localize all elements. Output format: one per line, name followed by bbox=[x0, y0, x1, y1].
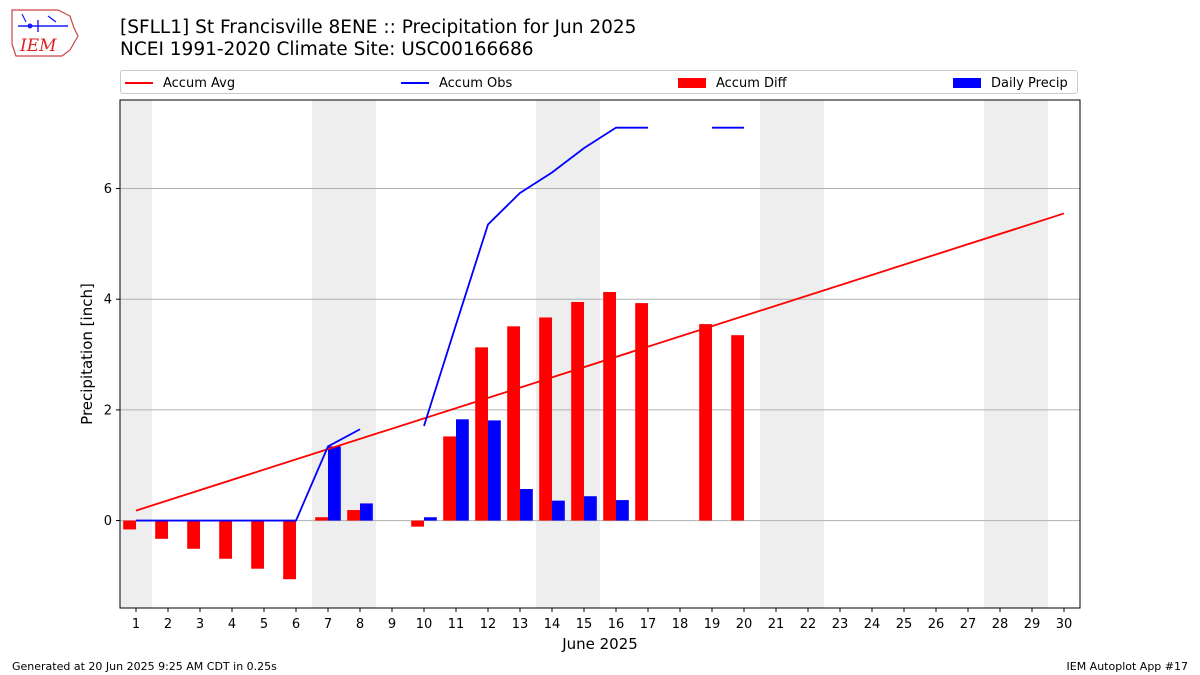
x-tick-label: 4 bbox=[228, 617, 236, 632]
weekend-band bbox=[792, 100, 824, 608]
x-tick-label: 12 bbox=[480, 617, 497, 632]
x-tick-label: 26 bbox=[928, 617, 945, 632]
x-tick-label: 22 bbox=[800, 617, 817, 632]
y-tick-label: 2 bbox=[104, 403, 112, 418]
legend-item-accum-avg: Accum Avg bbox=[125, 74, 235, 92]
svg-text:IEM: IEM bbox=[19, 36, 57, 56]
x-tick-label: 28 bbox=[992, 617, 1009, 632]
y-tick-label: 0 bbox=[104, 514, 112, 529]
x-tick-label: 10 bbox=[416, 617, 433, 632]
bar-daily-precip bbox=[616, 500, 629, 521]
x-tick-label: 21 bbox=[768, 617, 785, 632]
x-tick-label: 8 bbox=[356, 617, 364, 632]
x-tick-label: 14 bbox=[544, 617, 561, 632]
x-tick-label: 6 bbox=[292, 617, 300, 632]
legend-swatch-accum-avg bbox=[125, 82, 153, 84]
legend-swatch-daily-precip bbox=[953, 78, 981, 88]
legend-label: Accum Avg bbox=[163, 75, 236, 91]
weekend-band bbox=[312, 100, 344, 608]
plot-frame bbox=[119, 99, 1081, 609]
bar-accum-diff bbox=[475, 347, 488, 521]
bar-accum-diff bbox=[251, 520, 264, 569]
weekend-band bbox=[120, 100, 152, 608]
bar-accum-diff bbox=[123, 520, 136, 530]
x-tick-label: 9 bbox=[388, 617, 396, 632]
legend: Accum Avg Accum Obs Accum Diff Daily Pre… bbox=[120, 70, 1078, 94]
bar-accum-diff bbox=[603, 292, 616, 521]
bar-accum-diff bbox=[635, 303, 648, 521]
weekend-band bbox=[1016, 100, 1048, 608]
bar-daily-precip bbox=[456, 419, 469, 521]
legend-swatch-accum-obs bbox=[401, 82, 429, 84]
x-tick-label: 25 bbox=[896, 617, 913, 632]
bar-daily-precip bbox=[520, 489, 533, 521]
bar-daily-precip bbox=[552, 500, 565, 521]
legend-item-accum-diff: Accum Diff bbox=[678, 74, 787, 92]
x-tick-label: 11 bbox=[448, 617, 465, 632]
weekend-band bbox=[760, 100, 792, 608]
bar-accum-diff bbox=[571, 301, 584, 521]
x-axis-label: June 2025 bbox=[561, 635, 638, 653]
x-tick-label: 15 bbox=[576, 617, 593, 632]
bar-accum-diff bbox=[443, 436, 456, 521]
x-tick-label: 16 bbox=[608, 617, 625, 632]
legend-label: Daily Precip bbox=[991, 75, 1068, 91]
bar-accum-diff bbox=[699, 324, 712, 521]
weekend-band bbox=[344, 100, 376, 608]
bar-accum-diff bbox=[155, 520, 168, 539]
bar-accum-diff bbox=[539, 317, 552, 521]
bar-accum-diff bbox=[315, 517, 328, 521]
legend-label: Accum Diff bbox=[716, 75, 787, 91]
bar-daily-precip bbox=[584, 496, 597, 521]
bar-daily-precip bbox=[488, 420, 501, 521]
bar-daily-precip bbox=[328, 446, 341, 521]
bar-daily-precip bbox=[360, 503, 373, 521]
y-tick-label: 6 bbox=[104, 182, 112, 197]
x-tick-label: 19 bbox=[704, 617, 721, 632]
line-accum-avg bbox=[135, 212, 1065, 512]
x-tick-label: 29 bbox=[1024, 617, 1041, 632]
x-tick-label: 23 bbox=[832, 617, 849, 632]
x-tick-label: 24 bbox=[864, 617, 881, 632]
weekend-band bbox=[984, 100, 1016, 608]
bar-accum-diff bbox=[411, 520, 424, 527]
bar-accum-diff bbox=[283, 520, 296, 580]
y-tick-label: 4 bbox=[104, 293, 112, 308]
footer-app: IEM Autoplot App #17 bbox=[1066, 660, 1189, 673]
line-accum-obs bbox=[136, 428, 361, 522]
x-tick-label: 2 bbox=[164, 617, 172, 632]
bar-accum-diff bbox=[507, 326, 520, 521]
x-tick-label: 18 bbox=[672, 617, 689, 632]
bar-daily-precip bbox=[424, 517, 437, 521]
x-tick-label: 3 bbox=[196, 617, 204, 632]
x-tick-label: 20 bbox=[736, 617, 753, 632]
footer-generated: Generated at 20 Jun 2025 9:25 AM CDT in … bbox=[12, 660, 277, 673]
legend-item-accum-obs: Accum Obs bbox=[401, 74, 512, 92]
line-accum-obs bbox=[423, 126, 648, 427]
x-tick-label: 30 bbox=[1056, 617, 1073, 632]
x-tick-label: 27 bbox=[960, 617, 977, 632]
legend-item-daily-precip: Daily Precip bbox=[953, 74, 1068, 92]
x-tick-label: 1 bbox=[132, 617, 140, 632]
chart-subtitle: NCEI 1991-2020 Climate Site: USC00166686 bbox=[120, 39, 534, 60]
bar-accum-diff bbox=[347, 510, 360, 521]
chart-title: [SFLL1] St Francisville 8ENE :: Precipit… bbox=[120, 17, 637, 38]
x-tick-label: 17 bbox=[640, 617, 657, 632]
legend-label: Accum Obs bbox=[439, 75, 513, 91]
legend-swatch-accum-diff bbox=[678, 78, 706, 88]
bar-accum-diff bbox=[219, 520, 232, 559]
y-axis-label: Precipitation [inch] bbox=[78, 283, 96, 425]
x-tick-label: 5 bbox=[260, 617, 268, 632]
iem-logo: IEM bbox=[11, 9, 79, 57]
x-tick-label: 7 bbox=[324, 617, 332, 632]
x-tick-label: 13 bbox=[512, 617, 529, 632]
bar-accum-diff bbox=[731, 335, 744, 521]
bar-accum-diff bbox=[187, 520, 200, 549]
